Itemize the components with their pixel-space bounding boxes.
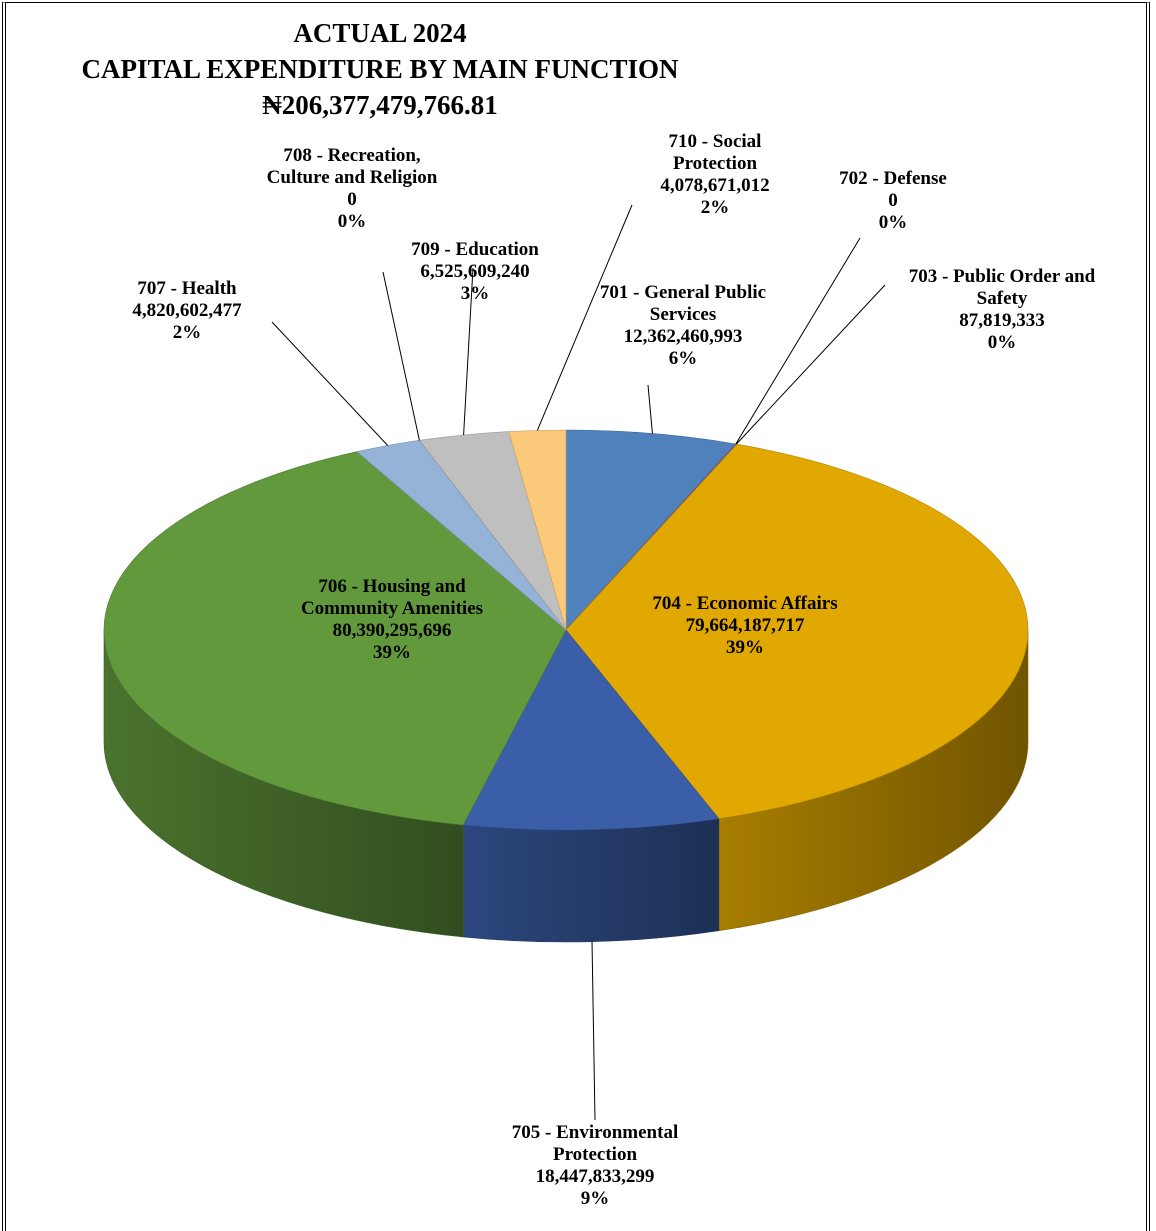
slice [508, 429, 567, 631]
data-label: 704 - Economic Affairs 79,664,187,717 39% [650, 593, 840, 659]
label-value: 0 [347, 189, 357, 210]
data-label: 707 - Health 4,820,602,477 2% [87, 278, 287, 344]
label-percent: 0% [878, 212, 908, 233]
leader-line [463, 267, 474, 436]
label-name: 701 - General Public Services [599, 282, 767, 325]
data-label: 702 - Defense 0 0% [818, 168, 968, 234]
label-value: 4,078,671,012 [660, 175, 770, 196]
data-label: 710 - Social Protection 4,078,671,012 2% [640, 131, 790, 219]
leader-line [536, 204, 633, 431]
chart-total: ₦206,377,479,766.81 [262, 90, 498, 120]
label-percent: 2% [172, 322, 202, 343]
label-percent: 6% [668, 348, 698, 369]
label-name: 703 - Public Order and Safety [908, 266, 1096, 309]
data-label: 705 - Environmental Protection 18,447,833… [480, 1122, 710, 1210]
label-percent: 39% [726, 637, 764, 658]
label-percent: 0% [337, 211, 367, 232]
label-percent: 0% [987, 332, 1017, 353]
slice [103, 451, 567, 826]
chart-subtitle: CAPITAL EXPENDITURE BY MAIN FUNCTION [81, 54, 679, 84]
leader-line [271, 321, 389, 446]
label-percent: 3% [460, 283, 490, 304]
leader-line [591, 941, 596, 1121]
label-value: 0 [888, 190, 898, 211]
data-label: 709 - Education 6,525,609,240 3% [385, 239, 565, 305]
label-name: 706 - Housing and Community Amenities [300, 576, 484, 619]
label-name: 707 - Health [137, 278, 237, 299]
data-label: 708 - Recreation, Culture and Religion 0 0… [257, 145, 447, 233]
label-name: 705 - Environmental Protection [511, 1122, 679, 1165]
label-percent: 9% [580, 1188, 610, 1209]
label-name: 708 - Recreation, Culture and Religion [266, 145, 438, 188]
label-percent: 2% [700, 197, 730, 218]
label-value: 12,362,460,993 [623, 326, 743, 347]
label-value: 18,447,833,299 [535, 1166, 655, 1187]
leader-line [736, 284, 886, 445]
label-name: 709 - Education [411, 239, 539, 260]
label-value: 6,525,609,240 [420, 261, 530, 282]
label-percent: 39% [373, 642, 411, 663]
slice [565, 443, 1029, 820]
data-label: 701 - General Public Services 12,362,460,… [598, 282, 768, 370]
leader-line [735, 237, 861, 445]
label-value: 4,820,602,477 [132, 300, 242, 321]
label-value: 79,664,187,717 [685, 615, 805, 636]
label-name: 710 - Social Protection [668, 131, 762, 174]
label-name: 702 - Defense [839, 168, 947, 189]
label-name: 704 - Economic Affairs [652, 593, 838, 614]
label-value: 80,390,295,696 [332, 620, 452, 641]
data-label: 703 - Public Order and Safety 87,819,333 0… [907, 266, 1097, 354]
data-label: 706 - Housing and Community Amenities 80,… [292, 576, 492, 664]
slice [462, 629, 720, 831]
slice-side [462, 818, 720, 943]
chart-title: ACTUAL 2024 [293, 18, 467, 48]
label-value: 87,819,333 [959, 310, 1045, 331]
leader-line [382, 271, 420, 441]
leader-line [647, 384, 653, 434]
